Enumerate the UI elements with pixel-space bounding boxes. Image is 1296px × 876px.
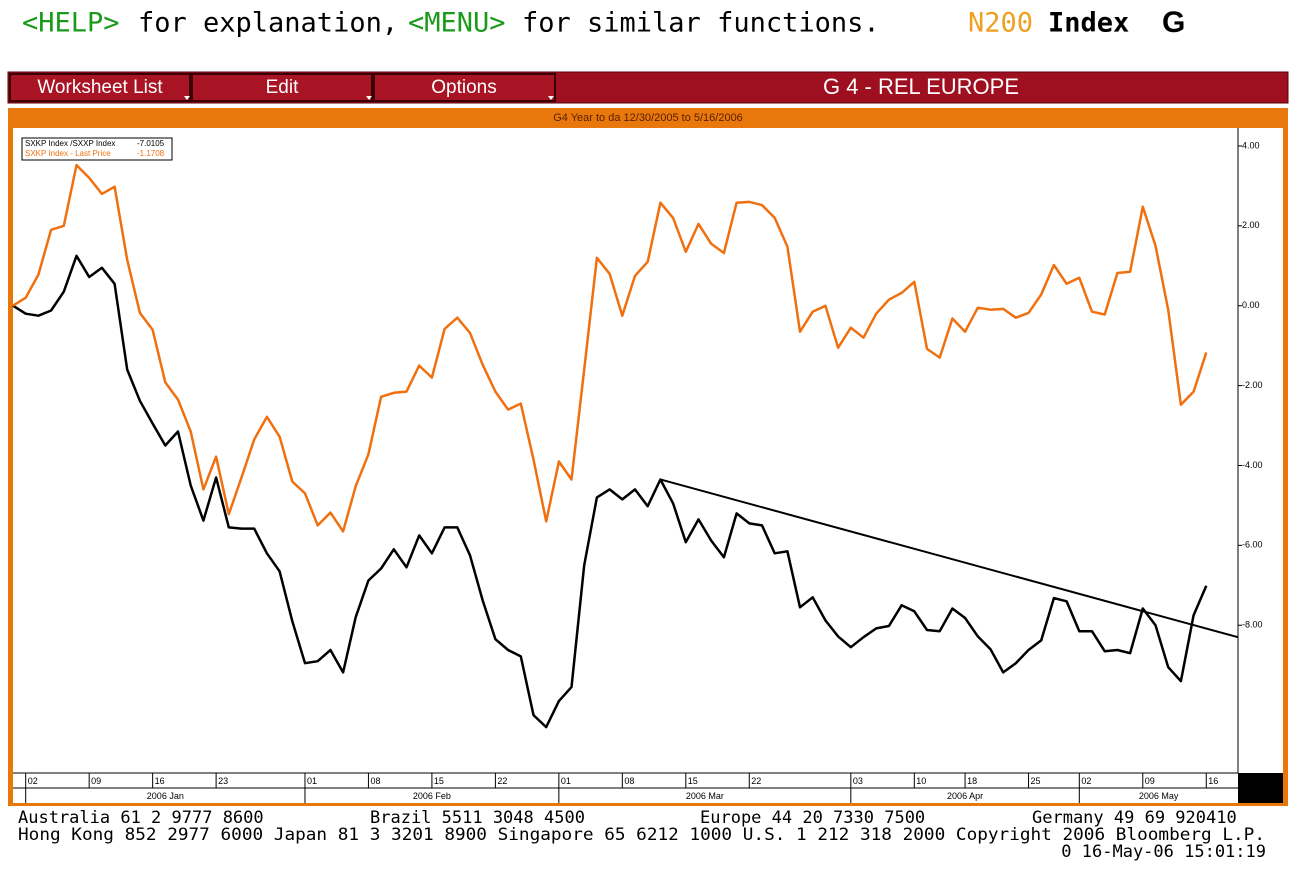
help-text: for explanation, [138,8,398,39]
menu-button[interactable] [191,73,373,102]
x-tick-label: 10 [916,776,926,786]
menu-text: for similar functions. [522,8,880,39]
x-tick-label: 01 [307,776,317,786]
x-tick-label: 22 [751,776,761,786]
menu-button[interactable] [9,73,191,102]
legend-label: SXKP Index - Last Price [25,149,111,158]
y-tick-label: -2.00 [1242,380,1263,390]
y-tick-label: 2.00 [1242,220,1260,230]
footer-contact: Germany 49 69 920410 [1032,808,1237,828]
x-tick-label: 03 [853,776,863,786]
y-tick-label: -6.00 [1242,540,1263,550]
menu-item[interactable]: Worksheet List [37,77,163,98]
footer-contact: Hong Kong 852 2977 6000 Japan 81 3 3201 … [18,825,1265,845]
help-key[interactable]: <HELP> [22,8,120,39]
y-tick-label: -4.00 [1242,460,1263,470]
ticker: N200 [968,8,1033,39]
month-label: 2006 Feb [413,791,451,801]
footer-contact: Brazil 5511 3048 4500 [370,808,585,828]
legend-value: -1.1708 [137,149,165,158]
x-tick-label: 08 [624,776,634,786]
footer-contact: Australia 61 2 9777 8600 [18,808,264,828]
legend-label: SXKP Index /SXXP Index [25,139,115,148]
x-tick-label: 02 [1081,776,1091,786]
footer-contact: Europe 44 20 7330 7500 [700,808,925,828]
dropdown-arrow [184,96,190,100]
trend-line [660,478,1239,639]
x-tick-label: 09 [1145,776,1155,786]
month-label: 2006 Jan [147,791,184,801]
dropdown-arrow [366,96,372,100]
legend [21,137,173,161]
chart-panel [13,128,1283,803]
menu-button[interactable] [373,73,556,102]
y-tick-label: 0.00 [1242,300,1260,310]
menu-item[interactable]: Options [431,77,496,98]
month-label: 2006 May [1139,791,1179,801]
x-tick-label: 25 [1031,776,1041,786]
x-tick-label: 15 [434,776,444,786]
x-tick-label: 22 [497,776,507,786]
series-line [12,163,1208,533]
x-tick-label: 16 [155,776,165,786]
menu-item[interactable]: Edit [266,77,299,98]
market: Index [1048,8,1129,39]
x-tick-label: 15 [688,776,698,786]
chart-title: G4 Year to da 12/30/2005 to 5/16/2006 [553,112,743,124]
x-tick-label: 23 [218,776,228,786]
month-label: 2006 Mar [686,791,724,801]
timestamp: 0 16-May-06 15:01:19 [1061,842,1266,862]
legend-value: -7.0105 [137,139,165,148]
dropdown-arrow [548,96,554,100]
x-tick-label: 09 [91,776,101,786]
series-line [12,254,1208,729]
x-tick-label: 08 [370,776,380,786]
y-tick-label: 4.00 [1242,140,1260,150]
x-tick-label: 16 [1208,776,1218,786]
x-tick-label: 01 [561,776,571,786]
screen-title: G 4 - REL EUROPE [823,74,1019,99]
x-tick-label: 18 [967,776,977,786]
function: G [1162,6,1185,39]
y-tick-label: -8.00 [1242,620,1263,630]
x-tick-label: 02 [28,776,38,786]
menu-key[interactable]: <MENU> [408,8,506,39]
corner-box [1238,773,1283,803]
month-label: 2006 Apr [947,791,983,801]
